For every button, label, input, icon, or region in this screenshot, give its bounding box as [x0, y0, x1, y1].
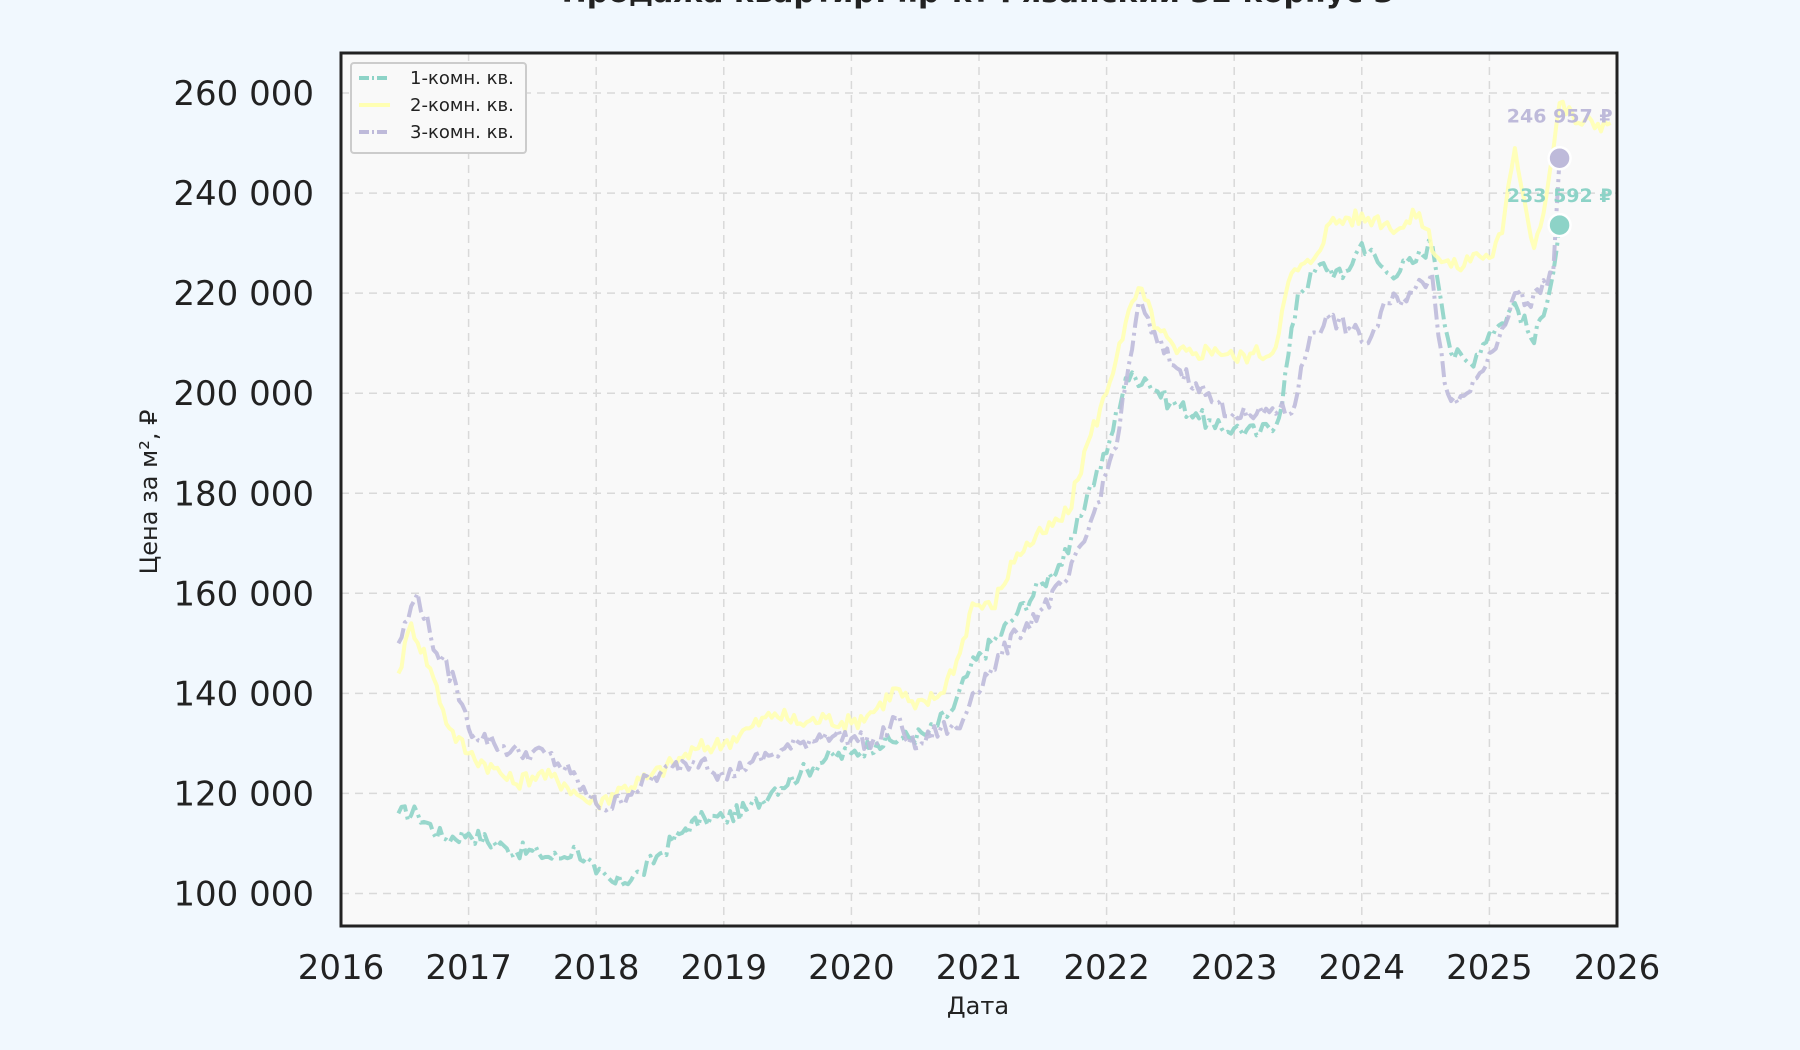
legend: 1-комн. кв. 2-комн. кв. 3-комн. кв.: [350, 62, 527, 154]
x-tick-label: 2018: [553, 948, 640, 988]
x-tick-label: 2026: [1574, 948, 1661, 988]
x-tick-label: 2023: [1191, 948, 1278, 988]
end-marker: [1547, 146, 1572, 171]
legend-box: [350, 62, 527, 154]
y-tick-label: 120 000: [173, 774, 314, 814]
y-tick-label: 180 000: [173, 474, 314, 514]
y-tick-label: 240 000: [173, 174, 314, 214]
x-tick-label: 2025: [1446, 948, 1533, 988]
y-tick-label: 220 000: [173, 274, 314, 314]
end-value-label: 246 957 ₽: [1507, 105, 1613, 127]
legend-label: 2-комн. кв.: [410, 95, 514, 116]
end-markers: 246 957 ₽ 233 592 ₽: [1507, 105, 1613, 238]
series-layer: [396, 99, 1612, 887]
legend-label: 1-комн. кв.: [410, 68, 514, 89]
y-tick-label: 100 000: [173, 874, 314, 914]
y-tick-label: 160 000: [173, 574, 314, 614]
end-value-label: 233 592 ₽: [1507, 185, 1613, 207]
y-axis-label: Цена за м², ₽: [135, 410, 163, 575]
end-marker: [1547, 212, 1572, 238]
chart-title: Продажа квартир: пр-кт Рязанский 32 корп…: [562, 0, 1395, 10]
x-tick-label: 2021: [936, 948, 1023, 988]
plot-frame: [339, 51, 1619, 928]
x-tick-label: 2019: [681, 948, 768, 988]
series-line-2: [396, 99, 1612, 811]
x-tick-label: 2020: [808, 948, 895, 988]
series-line-3: [396, 158, 1562, 813]
series-line-1: [396, 224, 1562, 887]
y-axis-ticks: 100 000 120 000 140 000 160 000 180 000 200 0…: [173, 74, 314, 914]
x-tick-label: 2016: [298, 948, 385, 988]
x-tick-label: 2017: [425, 948, 512, 988]
x-axis-ticks: 2016 2017 2018 2019 2020 2021 2022 2023 2024 2025…: [298, 948, 1661, 988]
y-tick-label: 200 000: [173, 374, 314, 414]
x-axis-label: Дата: [947, 992, 1009, 1020]
y-tick-label: 260 000: [173, 74, 314, 114]
x-tick-label: 2022: [1063, 948, 1150, 988]
y-tick-label: 140 000: [173, 674, 314, 714]
legend-label: 3-комн. кв.: [410, 122, 514, 143]
x-tick-label: 2024: [1319, 948, 1406, 988]
